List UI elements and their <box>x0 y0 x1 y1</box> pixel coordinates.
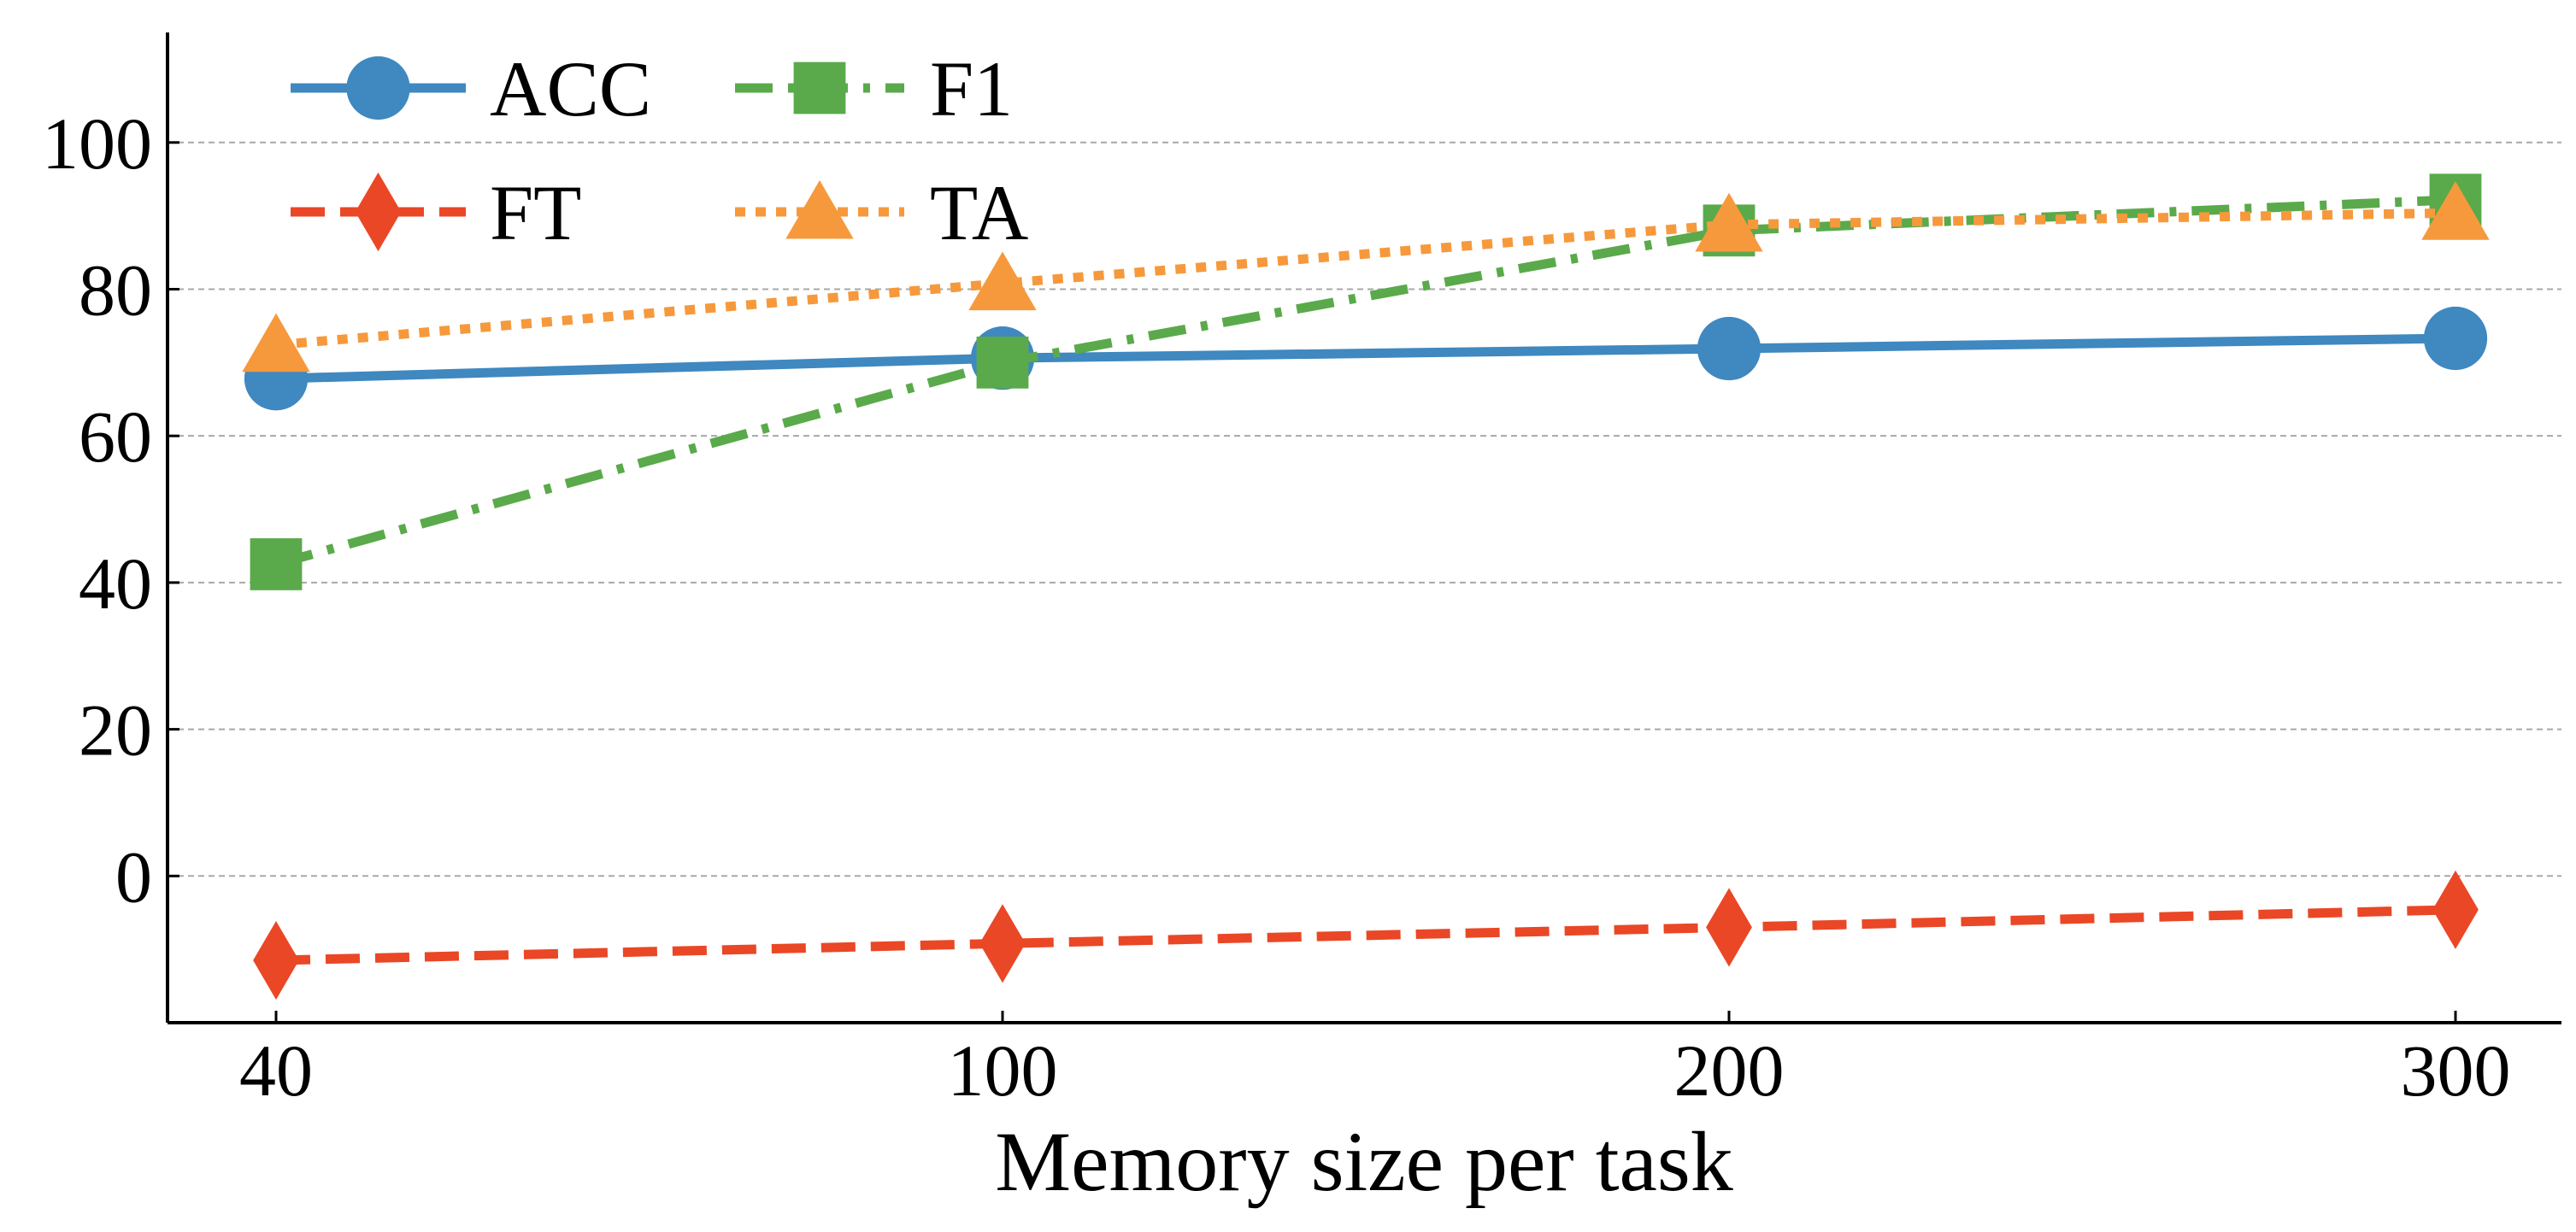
legend-marker-ft <box>355 172 402 252</box>
x-axis-title: Memory size per task <box>995 1114 1733 1209</box>
series-line-ta <box>275 208 2456 350</box>
y-tick-label: 0 <box>115 836 152 918</box>
legend-marker-acc <box>346 56 410 120</box>
legend-label-acc: ACC <box>490 45 651 132</box>
data-point-acc-200 <box>1697 316 1761 381</box>
y-tick-label: 80 <box>79 249 152 331</box>
data-point-ft-300 <box>2432 870 2479 949</box>
y-tick-label: 100 <box>42 103 152 185</box>
grid-lines <box>168 141 2561 877</box>
legend-label-ta: TA <box>930 169 1028 256</box>
tick-labels: 0 20 40 60 80 100 40 100 200 300 <box>42 103 2511 1112</box>
data-point-ta-200 <box>1695 192 1763 252</box>
series-acc <box>244 306 2488 411</box>
data-point-ft-100 <box>979 904 1026 983</box>
legend-entry-ft: FT <box>291 169 581 256</box>
data-point-ta-40 <box>242 313 310 373</box>
series-line-f1 <box>274 195 2456 569</box>
data-point-f1-100 <box>976 336 1029 389</box>
legend-marker-f1 <box>793 62 846 114</box>
legend-marker-ta <box>785 179 854 239</box>
legend-entry-ta: TA <box>735 169 1028 256</box>
data-point-ft-200 <box>1706 888 1752 967</box>
x-tick-label: 100 <box>948 1030 1058 1112</box>
data-point-ft-40 <box>253 920 299 1000</box>
x-tick-label: 40 <box>239 1030 313 1112</box>
legend-entry-f1: F1 <box>735 45 1013 132</box>
series-f1 <box>250 173 2482 590</box>
legend-label-ft: FT <box>490 169 581 256</box>
series-ft <box>253 870 2479 1000</box>
legend-label-f1: F1 <box>930 45 1013 132</box>
series-ta <box>242 181 2490 373</box>
series <box>242 173 2490 1000</box>
y-tick-label: 60 <box>79 396 152 478</box>
legend-entry-acc: ACC <box>291 45 651 132</box>
data-point-ta-100 <box>968 251 1037 311</box>
series-line-ft <box>275 905 2456 965</box>
x-tick-label: 300 <box>2401 1030 2511 1112</box>
x-tick-label: 200 <box>1674 1030 1785 1112</box>
y-tick-label: 40 <box>79 543 152 625</box>
data-point-f1-40 <box>250 538 303 590</box>
legend: ACC F1 FT TA <box>291 45 1028 256</box>
axes <box>166 32 2561 1024</box>
data-point-acc-300 <box>2423 306 2488 371</box>
series-line-acc <box>275 333 2456 384</box>
y-tick-label: 20 <box>79 689 152 771</box>
data-point-ta-300 <box>2421 181 2490 240</box>
